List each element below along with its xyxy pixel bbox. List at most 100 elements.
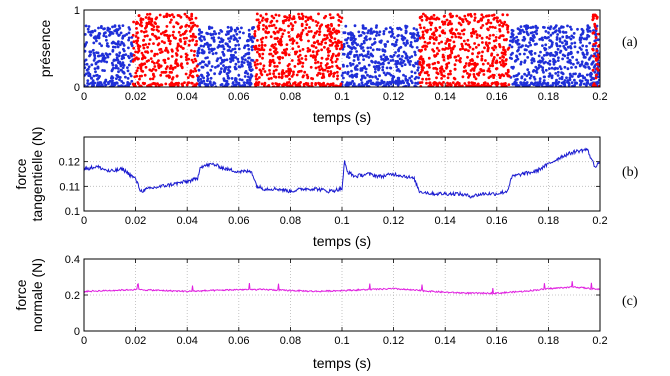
data-point	[237, 73, 241, 77]
data-point	[117, 24, 121, 28]
x-tick-label: 0.12	[383, 91, 404, 103]
data-point	[494, 36, 498, 39]
data-point	[362, 58, 365, 61]
data-point	[488, 70, 492, 73]
data-point	[142, 46, 146, 50]
data-point	[410, 55, 414, 58]
data-point	[574, 65, 578, 69]
data-point	[466, 55, 469, 59]
data-point	[397, 48, 400, 52]
data-point	[428, 66, 431, 69]
data-point	[565, 40, 569, 44]
data-point	[594, 27, 598, 30]
data-point	[259, 14, 263, 18]
data-point	[309, 54, 313, 58]
data-point	[370, 59, 373, 63]
data-point	[477, 73, 480, 77]
data-point	[353, 24, 357, 28]
data-point	[514, 74, 518, 78]
data-point	[100, 44, 103, 48]
y-tick-label: 0.2	[65, 290, 80, 302]
data-point	[378, 74, 381, 78]
data-point	[263, 44, 267, 47]
data-point	[517, 42, 521, 46]
data-point	[349, 74, 352, 78]
data-point	[501, 34, 504, 37]
data-point	[297, 12, 300, 16]
data-point	[316, 40, 319, 44]
data-point	[362, 27, 366, 30]
data-point	[300, 12, 304, 16]
data-point	[292, 15, 296, 18]
data-point	[467, 49, 470, 53]
data-point	[582, 82, 586, 86]
data-point	[458, 84, 462, 87]
data-point	[455, 14, 459, 18]
data-point	[140, 24, 144, 28]
data-point	[589, 78, 593, 82]
data-point	[420, 64, 424, 67]
data-point	[363, 66, 367, 70]
data-point	[389, 26, 392, 29]
data-point	[321, 38, 325, 42]
data-point	[374, 61, 377, 65]
data-point	[148, 12, 152, 16]
data-point	[564, 31, 568, 34]
data-point	[347, 81, 351, 85]
data-point	[428, 41, 431, 45]
data-point	[549, 84, 552, 87]
data-point	[269, 35, 273, 39]
data-point	[268, 72, 272, 76]
data-point	[273, 32, 277, 35]
data-point	[332, 74, 335, 78]
data-point	[551, 81, 555, 85]
data-point	[570, 81, 574, 84]
data-point	[93, 29, 97, 33]
data-point	[453, 67, 457, 71]
axes-frame	[83, 258, 601, 332]
data-point	[535, 42, 538, 46]
data-point	[314, 61, 317, 65]
data-point	[542, 61, 546, 65]
data-point	[287, 18, 291, 22]
data-point	[121, 24, 125, 27]
data-point	[356, 58, 360, 61]
data-point	[538, 38, 542, 41]
x-tick-label: 0.18	[538, 335, 559, 347]
data-point	[568, 78, 572, 82]
data-point	[246, 60, 250, 64]
data-point	[461, 18, 464, 21]
data-point	[596, 38, 600, 42]
data-point	[172, 36, 176, 40]
data-point	[458, 59, 462, 63]
data-point	[593, 13, 597, 17]
data-point	[421, 68, 424, 72]
data-point	[489, 21, 493, 25]
data-point	[342, 42, 346, 46]
data-point	[556, 67, 559, 70]
data-point	[558, 84, 562, 87]
data-point	[163, 61, 167, 64]
data-point	[369, 27, 373, 31]
data-point	[375, 30, 378, 34]
data-point	[293, 81, 297, 85]
data-point	[171, 49, 174, 53]
data-point	[338, 15, 341, 19]
data-point	[111, 45, 115, 49]
data-point	[200, 60, 204, 64]
data-point	[115, 77, 118, 80]
panel-label: (b)	[622, 165, 639, 180]
data-point	[146, 34, 149, 38]
data-point	[494, 46, 498, 49]
data-point	[394, 82, 398, 85]
data-point	[450, 35, 454, 39]
data-point	[371, 81, 375, 85]
data-point	[314, 20, 318, 23]
data-point	[249, 81, 253, 85]
data-point	[502, 60, 505, 63]
data-point	[364, 70, 368, 74]
data-point	[246, 44, 250, 47]
data-point	[284, 18, 288, 22]
data-point	[151, 77, 155, 81]
data-point	[120, 63, 123, 67]
